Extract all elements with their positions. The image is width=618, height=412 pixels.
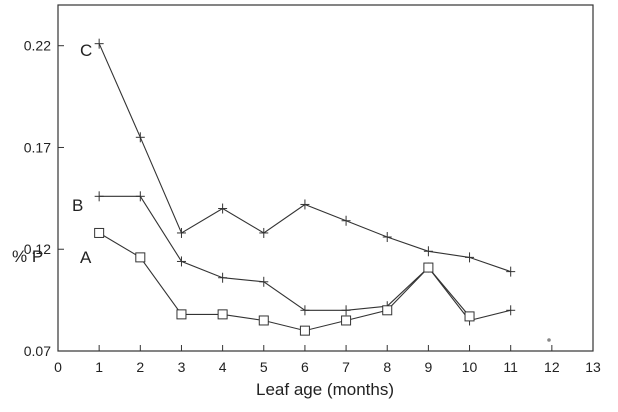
series-point-c [382, 232, 392, 243]
x-tick-label: 1 [95, 359, 103, 375]
series-point-b [259, 276, 269, 287]
series-label-b: B [72, 196, 83, 215]
series-point-b [218, 272, 228, 283]
x-tick-label: 13 [585, 359, 601, 375]
series-point-c [341, 215, 351, 226]
series-label-a: A [80, 248, 92, 267]
series-point-c [300, 199, 310, 210]
x-tick-label: 3 [178, 359, 186, 375]
series-point-c [506, 266, 516, 277]
series-point-a [382, 305, 393, 316]
x-axis-title: Leaf age (months) [256, 380, 394, 399]
series-point-a [94, 227, 105, 238]
series-line-c [98, 43, 511, 273]
x-tick-label: 11 [503, 359, 518, 375]
series-line-b [99, 195, 511, 322]
series-label-c: C [80, 41, 92, 60]
series-point-b [176, 256, 186, 267]
plot-area-border [57, 4, 594, 352]
x-tick-label: 10 [462, 359, 478, 375]
series-point-c [176, 227, 186, 238]
stray-dot [547, 338, 551, 342]
series-point-a [258, 315, 269, 326]
series-point-a [217, 309, 228, 320]
x-tick-label: 9 [424, 359, 432, 375]
series-point-a [135, 252, 146, 263]
x-tick-label: 6 [301, 359, 309, 375]
y-tick-label: 0.07 [24, 343, 51, 359]
y-axis-title: % P [12, 247, 43, 266]
series-point-a [299, 325, 310, 336]
axis-ticks: 0 1 2 3 4 5 6 7 8 9 10 11 12 130.070.120.170.22 [24, 38, 601, 375]
series-point-b [300, 305, 310, 316]
series-point-b [135, 191, 145, 202]
series-point-c [94, 38, 104, 49]
x-tick-label: 12 [544, 359, 560, 375]
series-point-c [259, 227, 269, 238]
series-point-a [341, 315, 352, 326]
plot-frame [57, 4, 594, 352]
series-point-a [423, 262, 434, 273]
series-point-a [176, 309, 187, 320]
series-point-c [218, 203, 228, 214]
series-lines [94, 38, 516, 336]
x-tick-label: 0 [54, 359, 62, 375]
x-tick-label: 4 [219, 359, 227, 375]
series-point-b [506, 305, 516, 316]
series-point-c [423, 246, 433, 257]
x-tick-label: 8 [383, 359, 391, 375]
series-line-a [98, 232, 470, 332]
series-point-b [94, 191, 104, 202]
y-tick-label: 0.17 [24, 139, 51, 155]
x-tick-label: 2 [136, 359, 144, 375]
series-point-a [464, 311, 475, 322]
x-tick-label: 5 [260, 359, 268, 375]
y-tick-label: 0.12 [24, 241, 51, 257]
series-point-c [465, 252, 475, 263]
series-point-c [135, 132, 145, 143]
series-point-b [341, 305, 351, 316]
y-tick-label: 0.22 [24, 38, 51, 54]
x-tick-label: 7 [342, 359, 350, 375]
series-labels: C B A [72, 41, 92, 267]
